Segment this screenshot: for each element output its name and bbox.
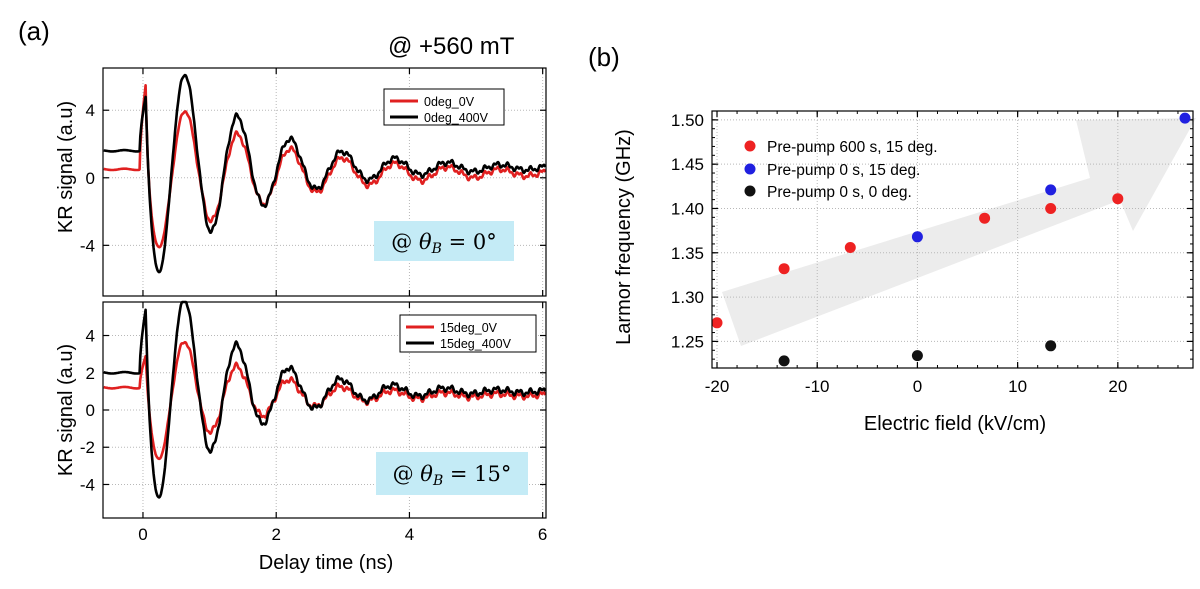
legend-marker-prepump-0s-0deg (744, 185, 756, 197)
panel-b: Larmor frequency (GHz) Electric field (k… (613, 110, 1196, 435)
xlabel-b: Electric field (kV/cm) (864, 413, 1046, 435)
series-line-0deg-0v (103, 84, 547, 249)
ytick-label: 1.45 (671, 155, 704, 174)
point-pre-pump-0-s-0-deg (778, 355, 790, 367)
panel-a-top: KR signal (a.u) -4 0 4 @ θB = 0° 0deg_0V 0… (55, 67, 547, 297)
ylabel-a-top: KR signal (a.u) (55, 101, 77, 233)
point-pre-pump-600-s-15-deg (711, 317, 723, 329)
ytick-label: 2 (86, 364, 95, 383)
legend-label-15deg-400v: 15deg_400V (440, 337, 512, 351)
legend-label-0deg-400v: 0deg_400V (424, 111, 489, 125)
ytick-label: 1.25 (671, 332, 704, 351)
ytick-label: -4 (80, 236, 95, 255)
xtick-label: 4 (405, 525, 414, 544)
xtick-label: 0 (913, 377, 922, 396)
legend-marker-prepump-0s-15deg (744, 163, 756, 175)
xtick-label: 0 (138, 525, 147, 544)
point-pre-pump-0-s-15-deg (1179, 112, 1191, 124)
xtick-label: 6 (538, 525, 547, 544)
point-pre-pump-0-s-15-deg (1045, 184, 1057, 196)
xtick-label: -20 (705, 377, 730, 396)
annotation-box-a-top (374, 221, 514, 261)
legend-b: Pre-pump 600 s, 15 deg. Pre-pump 0 s, 15… (744, 139, 938, 201)
point-pre-pump-0-s-0-deg (911, 350, 923, 362)
point-pre-pump-600-s-15-deg (778, 263, 790, 275)
ytick-label: 1.30 (671, 288, 704, 307)
legend-label-prepump-0s-0deg: Pre-pump 0 s, 0 deg. (767, 184, 912, 201)
legend-a-bottom: 15deg_0V 15deg_400V (399, 314, 537, 353)
xtick-label: -10 (805, 377, 830, 396)
ytick-label: 1.50 (671, 111, 704, 130)
point-pre-pump-600-s-15-deg (844, 242, 856, 253)
ytick-label: 1.35 (671, 244, 704, 263)
xlabel-a-bottom: Delay time (ns) (259, 552, 393, 574)
xtick-label: 10 (1008, 377, 1027, 396)
series-line-15deg-400v (103, 300, 547, 499)
theta-annotation-a-bottom: @ θB = 15° (393, 462, 512, 489)
legend-label-prepump-600s-15deg: Pre-pump 600 s, 15 deg. (767, 139, 938, 156)
ytick-label: 0 (86, 401, 95, 420)
ytick-label: 4 (86, 101, 95, 120)
trend-arrow (722, 118, 1196, 346)
field-annotation: @ +560 mT (388, 33, 515, 60)
point-pre-pump-600-s-15-deg (1112, 193, 1124, 205)
series-line-0deg-400v (103, 73, 547, 274)
legend-a-top: 0deg_0V 0deg_400V (383, 88, 505, 126)
ytick-label: -2 (80, 438, 95, 457)
panel-label-b: (b) (588, 42, 620, 72)
ylabel-a-bottom: KR signal (a.u) (55, 344, 77, 476)
panel-a-bottom: KR signal (a.u) Delay time (ns) -4 -2 0 2 4 0… (55, 300, 547, 574)
legend-marker-prepump-600s-15deg (744, 140, 756, 152)
ytick-label: 0 (86, 169, 95, 188)
ytick-label: -4 (80, 475, 95, 494)
xtick-label: 20 (1108, 377, 1127, 396)
xtick-label: 2 (271, 525, 280, 544)
point-pre-pump-0-s-15-deg (911, 231, 923, 243)
legend-label-15deg-0v: 15deg_0V (440, 321, 498, 335)
ytick-label: 1.40 (671, 199, 704, 218)
ylabel-b: Larmor frequency (GHz) (613, 129, 635, 345)
annotation-box-a-bottom (376, 452, 528, 495)
point-pre-pump-600-s-15-deg (979, 212, 991, 224)
point-pre-pump-600-s-15-deg (1045, 203, 1057, 214)
theta-annotation-a-top: @ θB = 0° (391, 230, 496, 257)
point-pre-pump-0-s-0-deg (1045, 340, 1057, 352)
legend-label-prepump-0s-15deg: Pre-pump 0 s, 15 deg. (767, 162, 920, 179)
ytick-label: 4 (86, 327, 95, 346)
legend-label-0deg-0v: 0deg_0V (424, 95, 475, 109)
panel-label-a: (a) (18, 16, 50, 46)
